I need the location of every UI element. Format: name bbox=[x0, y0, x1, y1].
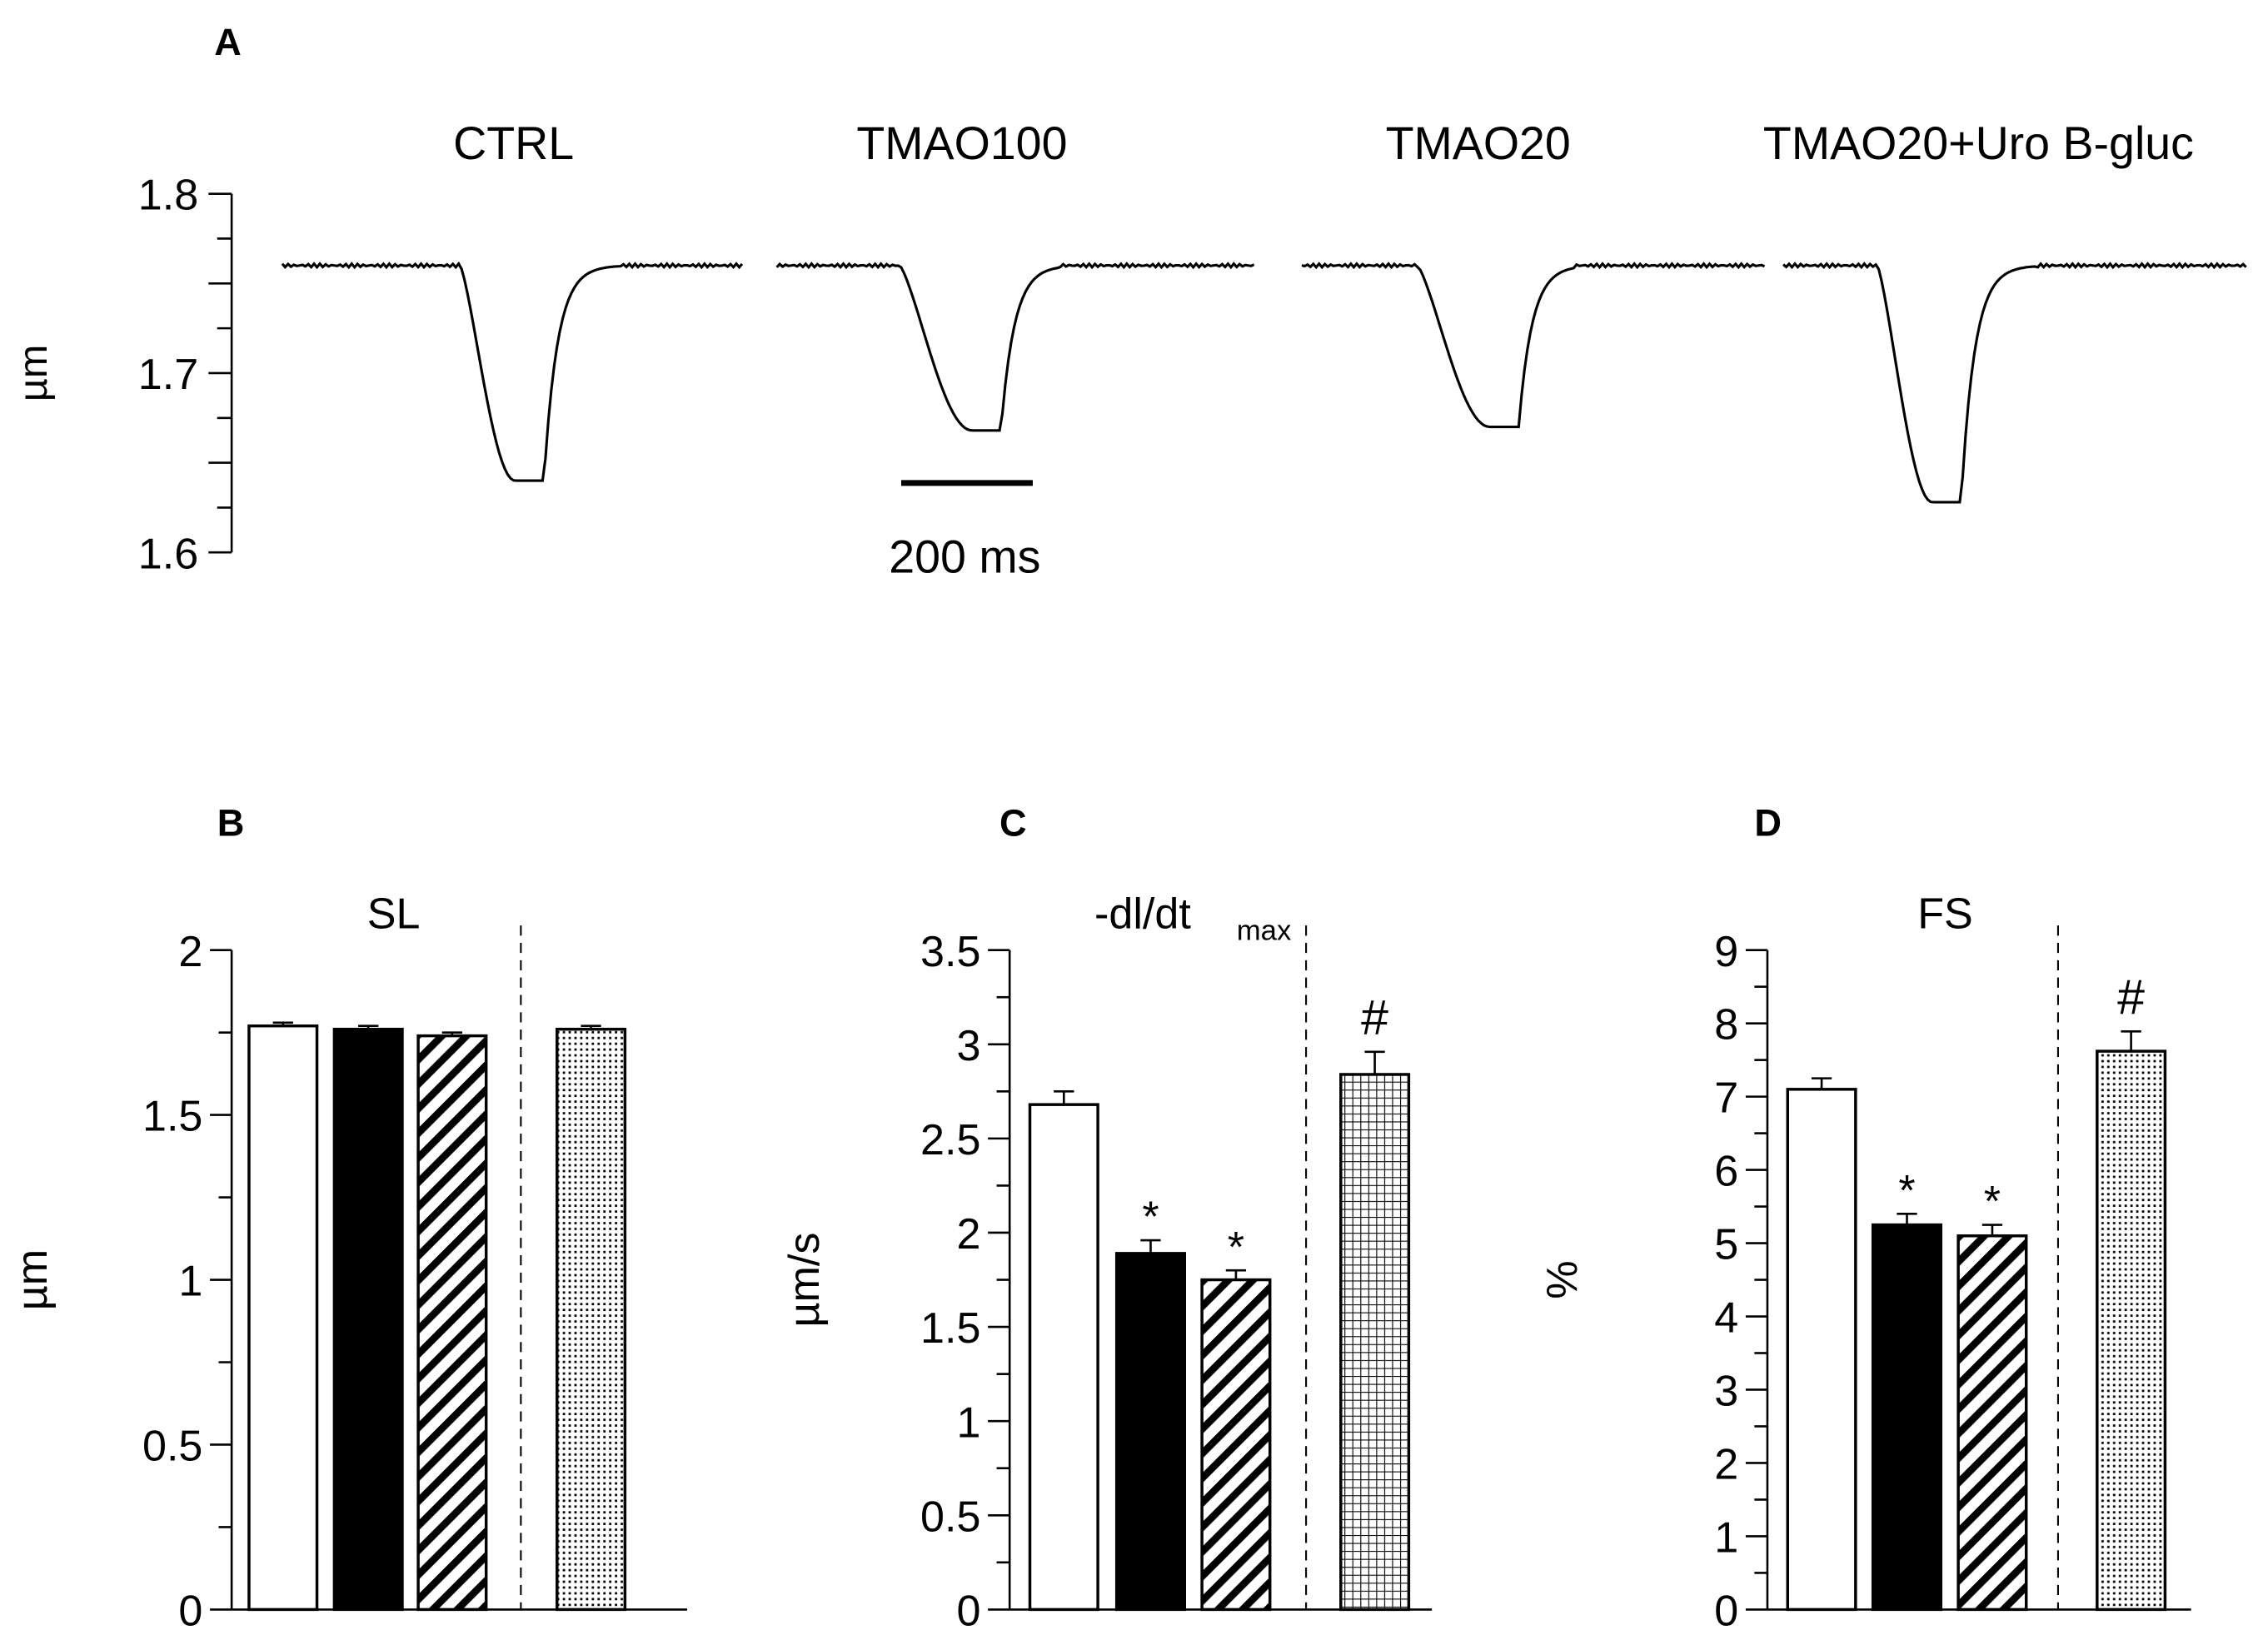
bar-c-0 bbox=[1028, 1103, 1099, 1612]
bar-d-2 bbox=[1956, 1234, 2028, 1612]
y-tick-label-d: 3 bbox=[1714, 1368, 1738, 1416]
significance-mark-c: * bbox=[1228, 1224, 1244, 1272]
trace-label: CTRL bbox=[453, 117, 574, 169]
y-tick-label-c: 2.5 bbox=[920, 1116, 980, 1164]
y-tick-label-d: 6 bbox=[1714, 1148, 1738, 1196]
bar-b-0 bbox=[247, 1024, 319, 1612]
y-axis-label-d: % bbox=[1538, 1260, 1587, 1299]
y-tick-label-c: 0.5 bbox=[920, 1493, 980, 1541]
y-tick-label-d: 2 bbox=[1714, 1441, 1738, 1489]
y-tick-label-c: 1 bbox=[956, 1398, 980, 1447]
y-tick-label-d: 9 bbox=[1714, 928, 1738, 976]
panel-label-b: B bbox=[217, 802, 245, 845]
scale-bar-label: 200 ms bbox=[889, 531, 1040, 583]
panel-title-sub-c: max bbox=[1237, 915, 1292, 947]
panel-label-c: C bbox=[999, 802, 1027, 845]
y-tick-label-c: 3.5 bbox=[920, 928, 980, 976]
y-tick-label-b: 0 bbox=[178, 1587, 202, 1635]
y-tick-label-d: 1 bbox=[1714, 1514, 1738, 1563]
y-axis-label-c: µm/s bbox=[780, 1233, 829, 1328]
significance-mark-c: * bbox=[1142, 1194, 1159, 1242]
panel-label-d: D bbox=[1754, 802, 1782, 845]
y-tick-label-d: 4 bbox=[1714, 1294, 1738, 1343]
y-tick-label-c: 1.5 bbox=[920, 1304, 980, 1353]
bar-c-2 bbox=[1200, 1278, 1272, 1612]
trace-1 bbox=[775, 262, 1255, 432]
y-tick-label-b: 1.5 bbox=[142, 1093, 202, 1141]
panel-title-d: FS bbox=[1917, 890, 1973, 939]
panel-label-a: A bbox=[214, 21, 242, 63]
bar-c-1 bbox=[1114, 1252, 1187, 1612]
y-tick-label-b: 0.5 bbox=[142, 1423, 202, 1471]
significance-mark-d: # bbox=[2117, 970, 2145, 1024]
y-tick-label-d: 8 bbox=[1714, 1001, 1738, 1049]
trace-3 bbox=[1782, 262, 2247, 504]
bar-b-1 bbox=[332, 1027, 404, 1612]
bar-b-3 bbox=[556, 1027, 627, 1612]
y-tick-label-c: 0 bbox=[956, 1587, 980, 1635]
panel-title-c: -dl/dt bbox=[1094, 890, 1191, 939]
y-tick-label-b: 1 bbox=[178, 1258, 202, 1306]
bar-d-1 bbox=[1871, 1223, 1943, 1612]
y-tick-label-c: 3 bbox=[956, 1022, 980, 1070]
y-tick-label-d: 7 bbox=[1714, 1074, 1738, 1123]
bar-d-3 bbox=[2096, 1049, 2167, 1612]
panel-title-b: SL bbox=[367, 890, 421, 939]
significance-mark-d: * bbox=[1898, 1167, 1915, 1215]
y-axis-label-b: µm bbox=[8, 1249, 57, 1310]
significance-mark-d: * bbox=[1984, 1178, 2001, 1226]
trace-0 bbox=[281, 261, 744, 482]
y-tick-label-a: 1.8 bbox=[138, 172, 198, 220]
bar-c-3 bbox=[1339, 1073, 1411, 1612]
trace-label: TMAO100 bbox=[856, 117, 1067, 169]
bar-d-0 bbox=[1786, 1088, 1857, 1612]
trace-label: TMAO20+Uro B-gluc bbox=[1763, 117, 2194, 169]
y-tick-label-d: 0 bbox=[1714, 1587, 1738, 1635]
trace-2 bbox=[1301, 262, 1766, 429]
y-tick-label-b: 2 bbox=[178, 928, 202, 976]
y-tick-label-a: 1.7 bbox=[138, 351, 198, 399]
y-axis-label-a: µm bbox=[11, 345, 56, 402]
significance-mark-c: # bbox=[1361, 990, 1388, 1045]
y-tick-label-c: 2 bbox=[956, 1210, 980, 1259]
y-tick-label-d: 5 bbox=[1714, 1221, 1738, 1269]
bar-b-2 bbox=[416, 1034, 488, 1612]
y-tick-label-a: 1.6 bbox=[138, 530, 198, 578]
trace-label: TMAO20 bbox=[1386, 117, 1571, 169]
